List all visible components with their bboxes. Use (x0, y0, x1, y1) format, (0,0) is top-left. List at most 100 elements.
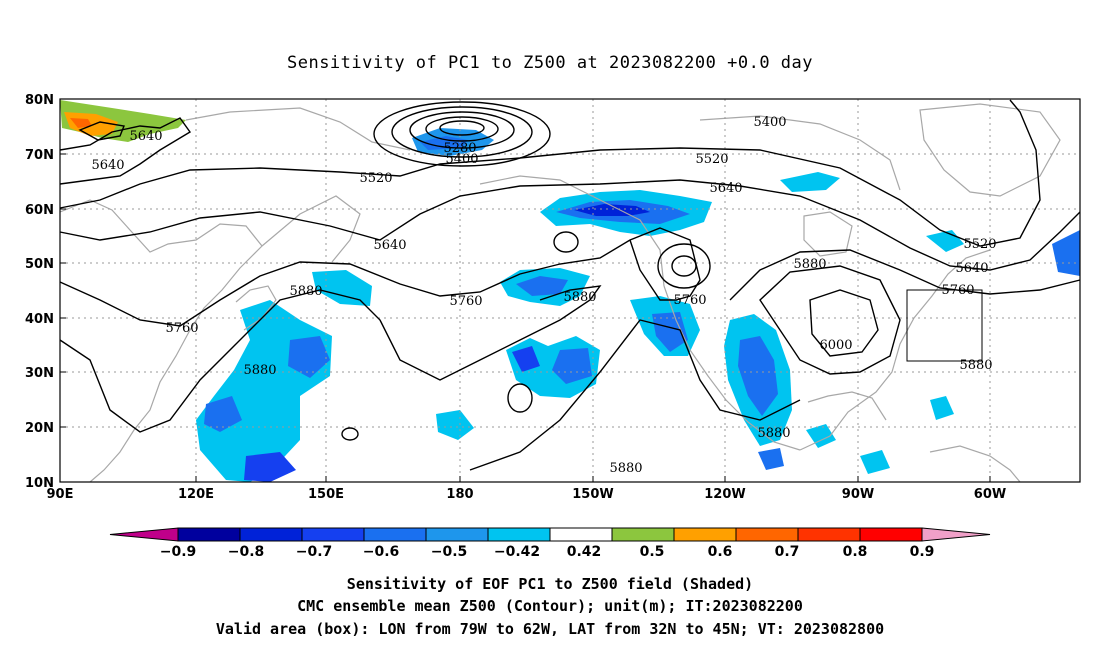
coastline-north-america-west (663, 285, 801, 451)
contour-label: 5640 (91, 158, 124, 173)
lat-lon-grid (60, 99, 1080, 482)
positive-sensitivity-max-siberia (70, 118, 92, 128)
negative-sensitivity-core-west-pacific-a (288, 336, 330, 378)
colorbar-label: −0.42 (494, 544, 540, 560)
colorbar-segment (735, 527, 799, 542)
coastline-greenland (919, 103, 1061, 197)
lon-label: 90E (47, 487, 74, 502)
contour-5880-main (59, 285, 602, 433)
colorbar-segment (239, 527, 303, 542)
contour-label: 5640 (709, 181, 742, 196)
caption: Sensitivity of EOF PC1 to Z500 field (Sh… (216, 575, 884, 638)
contour-label: 5880 (289, 284, 322, 299)
lat-label: 80N (25, 93, 54, 108)
coastline-hudson-bay (803, 211, 853, 257)
colorbar-label: 0.7 (775, 544, 800, 560)
latitude-labels: 80N 70N 60N 50N 40N 30N 20N 10N (25, 93, 54, 491)
lon-label: 60W (974, 487, 1006, 502)
contour-label: 5280 (443, 141, 476, 156)
contour-5880-high (759, 265, 901, 375)
contour-5640-siberia (59, 117, 192, 185)
colorbar-label: 0.42 (567, 544, 602, 560)
contour-label: 5400 (753, 115, 786, 130)
negative-sensitivity-core-bering (420, 136, 468, 150)
colorbar-labels: −0.9 −0.8 −0.7 −0.6 −0.5 −0.42 0.42 0.5 … (160, 544, 935, 560)
colorbar-label: −0.5 (431, 544, 468, 560)
colorbar-end-cap-low (109, 527, 179, 542)
negative-sensitivity-patch-hudson (780, 172, 840, 192)
negative-sensitivity-patch-caribbean (758, 448, 784, 470)
contour-bering-low-1 (439, 120, 485, 136)
contour-5520 (59, 99, 1041, 247)
caption-line-1: Sensitivity of EOF PC1 to Z500 field (Sh… (347, 575, 753, 593)
longitude-labels: 90E 120E 150E 180 150W 120W 90W 60W (47, 487, 1007, 502)
colorbar-segment (549, 527, 613, 542)
negative-sensitivity-patch-atlantic (930, 396, 954, 420)
colorbar-segment (797, 527, 861, 542)
coastlines (59, 103, 1061, 483)
lat-label: 60N (25, 203, 54, 218)
colorbar-segments (109, 527, 991, 542)
contour-label: 5520 (695, 152, 728, 167)
lat-label: 10N (25, 476, 54, 491)
contour-bering-low-5 (373, 101, 551, 167)
contour-label: 5760 (449, 294, 482, 309)
figure-title: Sensitivity of PC1 to Z500 at 2023082200… (287, 53, 813, 73)
coastline-asia (59, 199, 263, 483)
contour-bering-low-4 (391, 106, 533, 158)
coastline-japan (235, 285, 277, 331)
contour-label: 5400 (445, 152, 478, 167)
contour-label: 5640 (373, 238, 406, 253)
contour-label: 5880 (757, 426, 790, 441)
coastline-south-america (929, 445, 1021, 483)
negative-sensitivity-core-gulf-alaska (516, 276, 568, 296)
contour-label: 5880 (793, 257, 826, 272)
negative-sensitivity-core-central-pacific-a (512, 346, 540, 372)
colorbar: −0.9 −0.8 −0.7 −0.6 −0.5 −0.42 0.42 0.5 … (109, 527, 991, 560)
contour-label: 5760 (941, 283, 974, 298)
contour-bering-low-2 (425, 116, 499, 142)
lat-label: 30N (25, 366, 54, 381)
colorbar-label: 0.6 (708, 544, 733, 560)
colorbar-segment (177, 527, 241, 542)
contour-label: 5640 (955, 261, 988, 276)
colorbar-label: −0.9 (160, 544, 197, 560)
axis-ticks (59, 98, 991, 482)
coastline-arctic-archipelago (699, 115, 901, 191)
contour-label: 5520 (963, 237, 996, 252)
contour-label: 5880 (563, 290, 596, 305)
negative-sensitivity-core-east-pacific (652, 312, 688, 352)
contour-labels: 5640 5640 5280 5400 5400 5520 5520 5640 … (91, 115, 996, 476)
contour-5880-pacific-south (469, 319, 801, 471)
contour-5640-siberia-loop (78, 121, 125, 141)
negative-sensitivity-patch-south-atlantic (860, 450, 890, 474)
contour-loop-west-canada-1 (671, 255, 697, 277)
colorbar-segment (301, 527, 365, 542)
negative-sensitivity-patch-hawaii (436, 410, 474, 440)
colorbar-end-cap-high (921, 527, 991, 542)
colorbar-label: −0.8 (228, 544, 265, 560)
coastline-gulf-of-mexico (807, 391, 887, 421)
negative-sensitivity-core-west-pacific-b (204, 396, 242, 432)
contour-loop-subtropic (507, 383, 533, 413)
coastline-alaska (479, 175, 665, 287)
contour-label: 5880 (243, 363, 276, 378)
contour-label: 5880 (959, 358, 992, 373)
colorbar-label: −0.6 (363, 544, 400, 560)
valid-area-box (906, 289, 983, 362)
positive-sensitivity-core-siberia (64, 112, 118, 136)
coastline-north-america-east (799, 249, 991, 451)
negative-sensitivity-core-central-pacific-b (552, 348, 592, 384)
lon-label: 120E (178, 487, 214, 502)
lat-label: 40N (25, 312, 54, 327)
contour-5640-main (59, 179, 1081, 271)
lat-label: 50N (25, 257, 54, 272)
lon-label: 180 (446, 487, 473, 502)
colorbar-label: 0.8 (843, 544, 868, 560)
contour-bering-low-3 (409, 111, 515, 149)
negative-sensitivity-core-mexico (738, 336, 778, 416)
colorbar-label: 0.5 (640, 544, 665, 560)
z500-contours (59, 99, 1081, 471)
negative-sensitivity-patch-east-edge (1052, 230, 1080, 276)
